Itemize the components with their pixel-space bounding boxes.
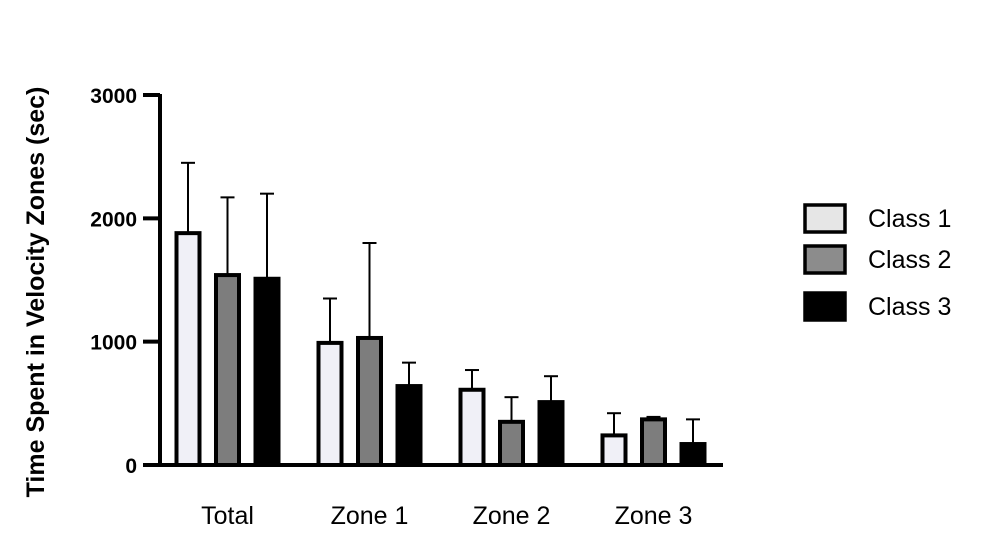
y-ticks: 0 1000 2000 3000 bbox=[90, 85, 160, 478]
bar bbox=[640, 417, 667, 468]
chart-axes bbox=[158, 94, 723, 467]
bar bbox=[214, 273, 241, 468]
legend-label-class-3: Class 3 bbox=[868, 293, 951, 321]
y-tick-label: 3000 bbox=[90, 85, 137, 108]
bar bbox=[253, 276, 281, 467]
bar bbox=[498, 419, 525, 468]
y-axis-label: Time Spent in Velocity Zones (sec) bbox=[22, 87, 50, 498]
bar bbox=[537, 400, 565, 468]
y-tick-label: 0 bbox=[125, 455, 137, 478]
bar bbox=[458, 387, 486, 467]
y-tick-label: 2000 bbox=[90, 208, 137, 231]
x-tick-label: Zone 1 bbox=[331, 502, 409, 530]
legend-label-class-1: Class 1 bbox=[868, 205, 951, 233]
x-tick-labels: Total Zone 1 Zone 2 Zone 3 bbox=[201, 502, 692, 530]
legend-swatch-class-3 bbox=[803, 291, 847, 322]
bar bbox=[316, 340, 344, 467]
x-tick-label: Zone 3 bbox=[615, 502, 693, 530]
bar bbox=[174, 231, 202, 467]
legend-label-class-2: Class 2 bbox=[868, 246, 951, 274]
legend: Class 1 Class 2 Class 3 bbox=[803, 203, 951, 322]
bars bbox=[174, 161, 707, 468]
legend-swatch-class-1 bbox=[803, 203, 847, 234]
bar bbox=[395, 384, 423, 468]
x-tick-label: Total bbox=[201, 502, 254, 530]
y-tick-label: 1000 bbox=[90, 332, 137, 355]
x-tick-label: Zone 2 bbox=[473, 502, 551, 530]
legend-swatch-class-2 bbox=[803, 244, 847, 275]
bar bbox=[600, 433, 628, 467]
bar bbox=[356, 335, 383, 468]
bar bbox=[679, 442, 707, 467]
